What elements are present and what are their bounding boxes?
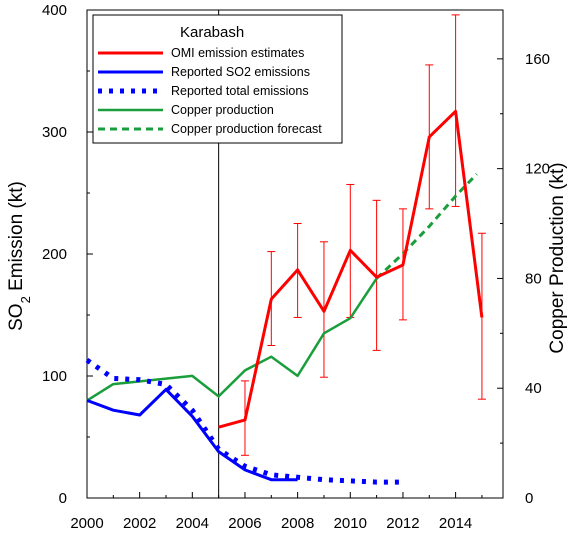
legend-label: Reported SO2 emissions (171, 65, 310, 79)
legend-label: OMI emission estimates (171, 46, 304, 60)
y-left-tick-label: 200 (42, 246, 67, 263)
legend-title: Karabash (180, 24, 244, 41)
series-line-3 (86, 277, 378, 402)
x-tick-label: 2004 (176, 515, 209, 532)
y-left-tick-label: 300 (42, 124, 67, 141)
y-right-tick-label: 40 (525, 380, 542, 397)
legend-label: Copper production (171, 103, 274, 117)
y-right-axis-ticks: 0 40 80 120 160 (497, 51, 550, 507)
y-left-tick-label: 400 (42, 2, 67, 19)
series-line-2 (85, 358, 403, 485)
series-line-0 (218, 109, 484, 429)
y-left-axis-title: SO2 Emission (kt) (6, 181, 33, 331)
y-left-axis-ticks: 0 100 200 300 400 (42, 2, 93, 507)
x-tick-label: 2000 (70, 515, 103, 532)
error-bars (240, 14, 486, 456)
x-tick-label: 2006 (228, 515, 261, 532)
series-line-1 (86, 387, 298, 482)
y-right-tick-label: 80 (525, 270, 542, 287)
y-right-tick-label: 0 (525, 490, 533, 507)
x-tick-label: 2008 (281, 515, 314, 532)
x-axis-ticks: 2000 2002 2004 2006 2008 2010 2012 2014 (70, 492, 483, 532)
legend: Karabash OMI emission estimates Reported … (92, 14, 343, 144)
y-left-tick-label: 100 (42, 368, 67, 385)
legend-box (92, 14, 343, 144)
legend-label: Copper production forecast (171, 122, 322, 136)
x-tick-label: 2002 (123, 515, 156, 532)
series-lines (85, 109, 484, 485)
x-tick-label: 2012 (386, 515, 419, 532)
y-right-tick-label: 160 (525, 51, 550, 68)
y-right-axis-title: Copper Production (kt) (547, 162, 568, 353)
y-left-tick-label: 0 (59, 490, 67, 507)
y-right-tick-label: 120 (525, 161, 550, 178)
x-tick-label: 2014 (439, 515, 472, 532)
x-tick-label: 2010 (334, 515, 367, 532)
series-line-4 (375, 173, 478, 280)
legend-label: Reported total emissions (171, 84, 309, 98)
